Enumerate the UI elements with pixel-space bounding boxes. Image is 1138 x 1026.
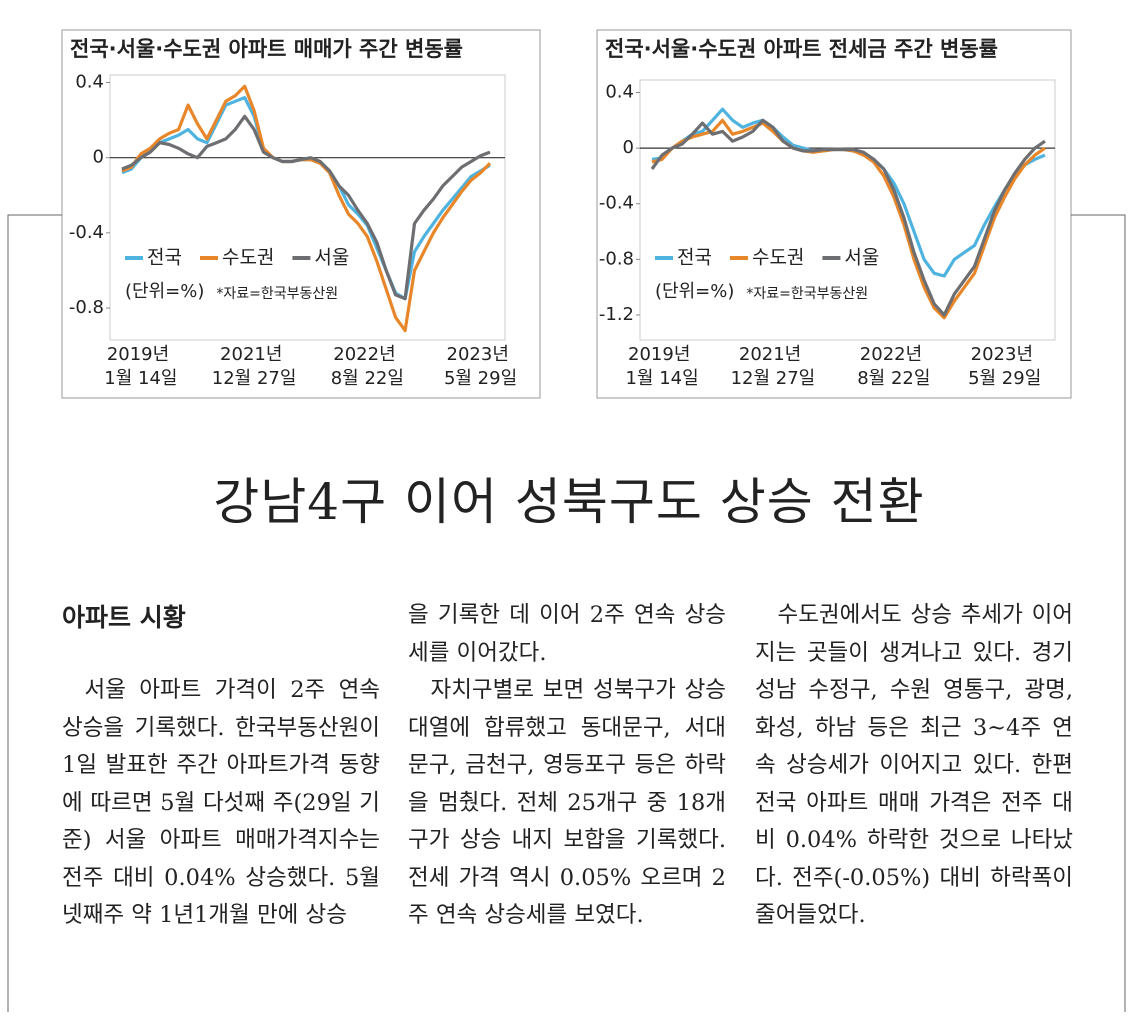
- legend-label: 전국: [677, 247, 712, 269]
- paragraph: 을 기록한 데 이어 2주 연속 상승세를 이어갔다.: [408, 602, 726, 666]
- annotation: (단위=%): [125, 281, 204, 302]
- annotation: (단위=%): [655, 281, 734, 302]
- y-tick-label: -0.8: [599, 248, 634, 269]
- y-tick-label: -1.2: [599, 304, 634, 325]
- y-tick-label: 0.4: [605, 82, 634, 103]
- paragraph: 서울 아파트 가격이 2주 연속 상승을 기록했다. 한국부동산원이 1일 발표…: [62, 677, 380, 928]
- section-label: 아파트 시황: [62, 603, 186, 632]
- y-tick-label: 0.4: [75, 72, 104, 93]
- legend-label: 서울: [314, 247, 349, 269]
- chart-box: [61, 29, 541, 399]
- y-tick-label: -0.4: [69, 222, 104, 243]
- plot-frame: [109, 74, 506, 341]
- annotation: *자료=한국부동산원: [746, 286, 868, 302]
- chart-box: [596, 29, 1072, 399]
- paragraph: 자치구별로 보면 성북구가 상승 대열에 합류했고 동대문구, 서대문구, 금천…: [408, 677, 726, 928]
- legend-label: 전국: [147, 247, 182, 269]
- chart-title: 전국·서울·수도권 아파트 전세금 주간 변동률: [605, 37, 998, 61]
- y-tick-label: -0.8: [69, 297, 104, 318]
- series-line: [121, 114, 491, 301]
- y-tick-label: 0: [93, 147, 104, 168]
- frame: [7, 214, 1126, 1012]
- annotation: *자료=한국부동산원: [216, 286, 338, 302]
- y-tick-label: 0: [623, 137, 634, 158]
- legend-label: 서울: [844, 247, 879, 269]
- x-tick-label: 2019년 1월 14일: [104, 344, 177, 389]
- x-tick-label: 2021년 12월 27일: [212, 344, 297, 389]
- x-tick-label: 2022년 8월 22일: [331, 344, 404, 389]
- paragraph: 수도권에서도 상승 추세가 이어지는 곳들이 생겨나고 있다. 경기 성남 수정…: [755, 602, 1073, 928]
- column: 서울 아파트 가격이 2주 연속 상승을 기록했다. 한국부동산원이 1일 발표…: [62, 672, 380, 935]
- x-tick-label: 2022년 8월 22일: [857, 344, 930, 389]
- chart-title: 전국·서울·수도권 아파트 매매가 주간 변동률: [70, 37, 463, 61]
- x-tick-label: 2021년 12월 27일: [731, 344, 816, 389]
- column: 수도권에서도 상승 추세가 이어지는 곳들이 생겨나고 있다. 경기 성남 수정…: [755, 597, 1073, 935]
- legend-label: 수도권: [222, 247, 274, 269]
- x-tick-label: 2023년 5월 29일: [968, 344, 1041, 389]
- headline: 강남4구 이어 성북구도 상승 전환: [213, 473, 925, 531]
- plot-frame: [639, 79, 1056, 341]
- series-line: [650, 118, 1046, 317]
- legend-label: 수도권: [752, 247, 804, 269]
- column: 을 기록한 데 이어 2주 연속 상승세를 이어갔다. 자치구별로 보면 성북구가…: [408, 597, 726, 935]
- x-tick-label: 2023년 5월 29일: [444, 344, 517, 389]
- x-tick-label: 2019년 1월 14일: [625, 344, 698, 389]
- y-tick-label: -0.4: [599, 193, 634, 214]
